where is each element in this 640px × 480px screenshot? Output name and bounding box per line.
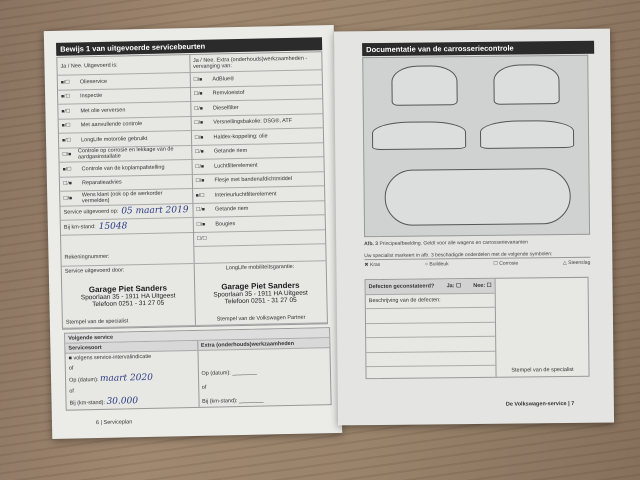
car-top-view [384,167,571,226]
item-label: Getande riem [213,148,248,155]
interval-option: ■ volgens service-intervalindicatie [68,353,152,362]
stamp-label: Stempel van de specialist [65,318,129,326]
performed-by-label: Service uitgevoerd door: [64,267,125,275]
yes-no-checkbox[interactable]: ■/☐ [61,137,72,144]
item-label: Olieservice [79,78,108,86]
yes-no-checkbox[interactable]: ☐/■ [194,120,204,127]
car-right-side [479,119,575,149]
item-label: Flesje met bandenafdichtmiddel [214,176,293,184]
car-left-side [371,121,467,151]
item-label: Remvloeistof [212,90,245,97]
next-service-table: Volgende service Servicesoort Extra (onde… [64,327,332,411]
yes-no-checkbox[interactable]: ■/☐ [61,93,71,100]
item-label: Controle op corrosie en lekkage van de a… [77,146,174,161]
yes-checkbox[interactable]: Ja: ☐ [446,282,462,290]
or-label: of [68,365,74,372]
item-label: Bougies [215,220,236,228]
item-label: Getande riem [214,206,249,213]
yes-no-checkbox[interactable]: ☐/■ [195,163,205,170]
item-label: Versnellingsbakolie: DSG®, ATF [213,118,293,126]
symbol-kras: ✖ Kras [364,261,381,269]
yes-no-checkbox[interactable]: ☐/■ [62,151,72,158]
item-label: AdBlue® [212,75,235,83]
service-km: Bij km-stand: 15048 [60,218,193,236]
defects-table: Defecten geconstateerd? Ja: ☐ Nee: ☐ Besch… [364,276,590,380]
symbol-buildeuk: ○ Buildeuk [424,261,449,268]
yes-no-checkbox[interactable]: ☐/■ [193,105,203,112]
partner-stamp-label: Stempel van de Volkswagen Partner [216,314,306,323]
col1-header: Ja / Nee. Uitgevoerd is: [60,62,118,70]
item-label: Reparatieadvies [81,179,122,187]
car-front-view [493,64,560,105]
yes-no-checkbox[interactable]: ☐/■ [193,91,203,98]
no-checkbox[interactable]: Nee: ☐ [473,282,492,289]
yes-no-checkbox[interactable]: ☐/■ [195,178,205,185]
stamp-label: Stempel van de specialist [511,366,574,374]
item-label: Met aanvullende controle [80,121,143,129]
item-label: Dieselfilter [212,104,239,112]
item-label: Interieurluchtfilterelement [214,190,277,199]
description-label: Beschrijving van de defecten: [365,293,495,310]
garage-stamp-right: Garage Piet Sanders Spoorlaan 35 - 1911 H… [213,280,308,306]
extra-km: Bij (km-stand): ________ [201,397,264,405]
item-label: Met olie verversen [80,107,126,115]
yes-no-checkbox[interactable]: ☐/■ [62,180,72,187]
extra-date: Op (datum): ________ [201,369,257,377]
longlife-label: LongLife mobiliteitsgarantie: [225,263,295,272]
right-page: Documentatie van de carrosseriecontrole … [333,28,615,426]
page-title: Documentatie van de carrosseriecontrole [362,40,595,57]
garage-stamp-left: Garage Piet Sanders Spoorlaan 35 - 1911 H… [80,283,176,309]
item-label: Luchtfilterelement [214,162,258,170]
yes-no-checkbox[interactable]: ■/☐ [62,166,72,173]
figure-caption: Afb. 3 Principeafbeelding. Geldt voor al… [364,239,528,248]
instruction: Uw specialist markeert in afb. 3 beschad… [364,250,591,261]
yes-no-checkbox[interactable]: ☐/☐ [196,235,208,243]
item-label: Wens klant (ook op de werkorder vermelde… [81,190,163,205]
item-label: Haldex-koppeling: olie [213,133,268,141]
next-date: Op (datum): maart 2020 [69,372,153,384]
col2-header: Ja / Nee. Extra (onderhouds)werkzaamhede… [188,52,322,73]
left-page: Bewijs 1 van uitgevoerde servicebeurten … [43,25,343,439]
yes-no-checkbox[interactable]: ■/☐ [61,122,71,129]
defects-label: Defecten geconstateerd? [368,283,435,290]
next-km: Bij (km-stand): 30.000 [69,396,139,407]
yes-no-checkbox[interactable]: ■/☐ [60,79,70,86]
item-label: Inspectie [80,93,103,100]
service-table: Ja / Nee. Uitgevoerd is: Ja / Nee. Extra … [56,51,328,330]
yes-no-checkbox[interactable]: ☐/■ [193,76,203,83]
or-label: of [69,388,74,395]
yes-no-checkbox[interactable]: ☐/■ [195,206,206,214]
invoice-label: Rekeningnummer: [64,253,110,261]
page-footer: 6 | Serviceplan [95,419,133,427]
yes-no-checkbox[interactable]: ■/☐ [195,192,205,199]
yes-no-checkbox[interactable]: ☐/■ [194,149,204,156]
page-footer: De Volkswagen-service | 7 [505,400,575,408]
symbol-corrosie: ☐ Corrosie [493,260,519,267]
yes-no-checkbox[interactable]: ☐/■ [63,195,73,202]
car-diagram [362,54,591,238]
or-label: of [201,384,207,391]
yes-no-checkbox[interactable]: ■/☐ [61,108,71,115]
yes-no-checkbox[interactable]: ☐/■ [194,134,204,141]
car-rear-view [391,65,458,106]
item-label: Controle van de koplampafstelling [81,164,165,173]
item-label: LongLife motorolie gebruikt [80,135,148,144]
yes-no-checkbox[interactable]: ☐/■ [196,221,206,228]
symbol-steenslag: △ Steenslag [562,259,591,267]
